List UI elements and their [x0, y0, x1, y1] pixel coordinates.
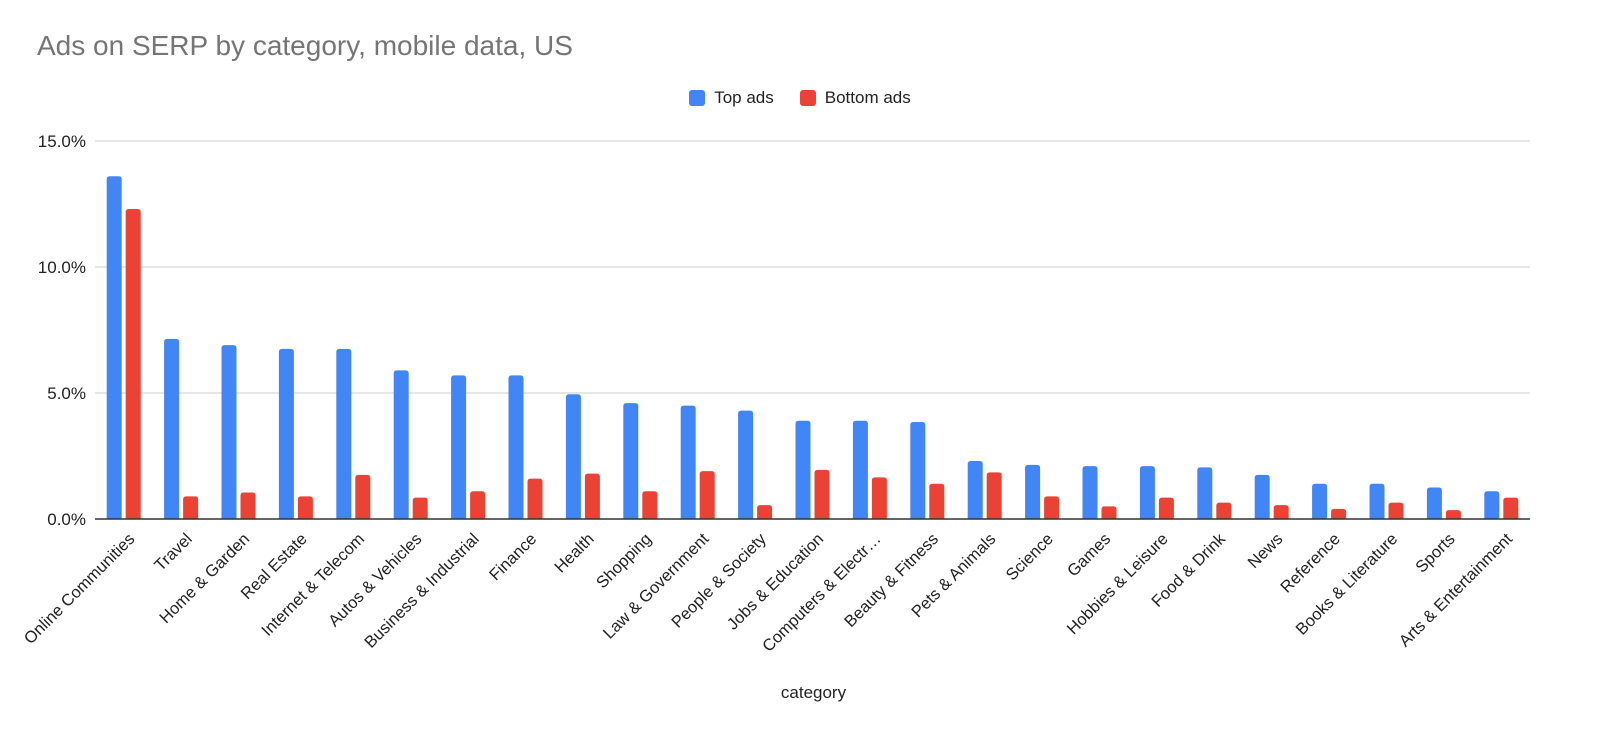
bar-top-ads	[106, 176, 122, 519]
x-tick-label: Online Communities	[21, 530, 139, 648]
x-tick-label: Hobbies & Leisure	[1064, 530, 1172, 638]
y-tick-label: 5.0%	[47, 384, 86, 403]
bar-top-ads	[451, 375, 467, 519]
bar-bottom-ads	[125, 209, 141, 520]
x-tick-label: Health	[551, 530, 597, 576]
x-tick-label: Games	[1064, 530, 1114, 580]
x-axis-title: category	[780, 683, 847, 702]
x-tick-label: Law & Government	[600, 530, 713, 643]
bar-top-ads	[164, 338, 180, 519]
bar-bottom-ads	[355, 474, 371, 519]
bar-bottom-ads	[470, 491, 486, 519]
bar-top-ads	[1025, 464, 1041, 519]
bar-top-ads	[1369, 483, 1385, 519]
bar-top-ads	[1484, 491, 1500, 519]
bar-top-ads	[1139, 466, 1155, 519]
x-tick-label: News	[1245, 530, 1287, 572]
chart-title: Ads on SERP by category, mobile data, US	[37, 30, 573, 61]
bar-top-ads	[910, 421, 926, 519]
x-tick-label: Jobs & Education	[724, 530, 828, 634]
bar-bottom-ads	[527, 478, 543, 519]
x-tick-label: Arts & Entertainment	[1396, 530, 1517, 651]
legend-label-bottom-ads: Bottom ads	[824, 88, 911, 107]
y-tick-label: 15.0%	[38, 132, 86, 151]
bar-bottom-ads	[183, 496, 199, 519]
legend-label-top-ads: Top ads	[714, 88, 774, 107]
x-tick-label: Travel	[151, 530, 196, 575]
bar-bottom-ads	[240, 492, 256, 519]
y-tick-label: 10.0%	[38, 258, 86, 277]
y-tick-label: 0.0%	[47, 510, 86, 529]
bar-top-ads	[680, 405, 696, 519]
x-tick-label: Business & Industrial	[361, 530, 483, 652]
x-tick-label: Science	[1003, 530, 1057, 584]
bar-top-ads	[1254, 474, 1270, 519]
bar-top-ads	[278, 348, 294, 519]
bar-bottom-ads	[1331, 508, 1347, 519]
legend: Top ads Bottom ads	[0, 88, 1600, 108]
bar-top-ads	[221, 345, 237, 519]
bar-bottom-ads	[584, 473, 600, 519]
bar-bottom-ads	[1503, 497, 1519, 519]
bar-bottom-ads	[986, 472, 1002, 519]
bar-bottom-ads	[1044, 496, 1060, 519]
legend-item-top-ads[interactable]: Top ads	[689, 88, 774, 108]
bar-top-ads	[852, 420, 868, 519]
bar-bottom-ads	[757, 505, 773, 519]
bar-top-ads	[508, 375, 524, 519]
bar-bottom-ads	[1445, 510, 1461, 519]
bar-bottom-ads	[297, 496, 313, 519]
bar-top-ads	[738, 410, 754, 519]
bar-bottom-ads	[1101, 506, 1117, 519]
bar-top-ads	[967, 461, 983, 519]
bar-bottom-ads	[699, 471, 715, 519]
bar-top-ads	[1312, 483, 1328, 519]
x-tick-label: Internet & Telecom	[258, 530, 368, 640]
bar-bottom-ads	[642, 491, 658, 519]
bar-top-ads	[565, 394, 581, 519]
bar-top-ads	[1426, 487, 1442, 519]
x-tick-label: Sports	[1412, 530, 1458, 576]
legend-swatch-bottom-ads	[799, 90, 816, 106]
bar-top-ads	[336, 348, 352, 519]
bar-top-ads	[393, 370, 409, 519]
bar-bottom-ads	[871, 477, 887, 519]
legend-swatch-top-ads	[689, 90, 706, 106]
bar-bottom-ads	[1273, 505, 1289, 519]
bar-top-ads	[795, 420, 811, 519]
bar-top-ads	[1197, 467, 1213, 519]
bar-bottom-ads	[1388, 502, 1404, 519]
bar-bottom-ads	[929, 483, 945, 519]
bar-top-ads	[623, 403, 639, 519]
bar-bottom-ads	[412, 497, 428, 519]
bar-bottom-ads	[1158, 497, 1174, 519]
legend-item-bottom-ads[interactable]: Bottom ads	[799, 88, 911, 108]
x-tick-label: Books & Literature	[1293, 530, 1402, 639]
bar-bottom-ads	[814, 469, 830, 519]
bar-top-ads	[1082, 466, 1098, 519]
x-tick-label: Finance	[486, 530, 540, 584]
bar-bottom-ads	[1216, 502, 1232, 519]
